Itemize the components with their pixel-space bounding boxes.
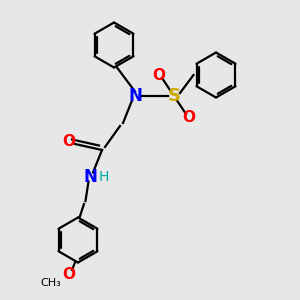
- Text: CH₃: CH₃: [40, 278, 61, 289]
- Text: O: O: [62, 267, 76, 282]
- Text: N: N: [128, 87, 142, 105]
- Text: N: N: [83, 168, 97, 186]
- Text: O: O: [152, 68, 166, 82]
- Text: O: O: [62, 134, 76, 148]
- Text: S: S: [167, 87, 181, 105]
- Text: H: H: [98, 170, 109, 184]
- Text: O: O: [182, 110, 196, 124]
